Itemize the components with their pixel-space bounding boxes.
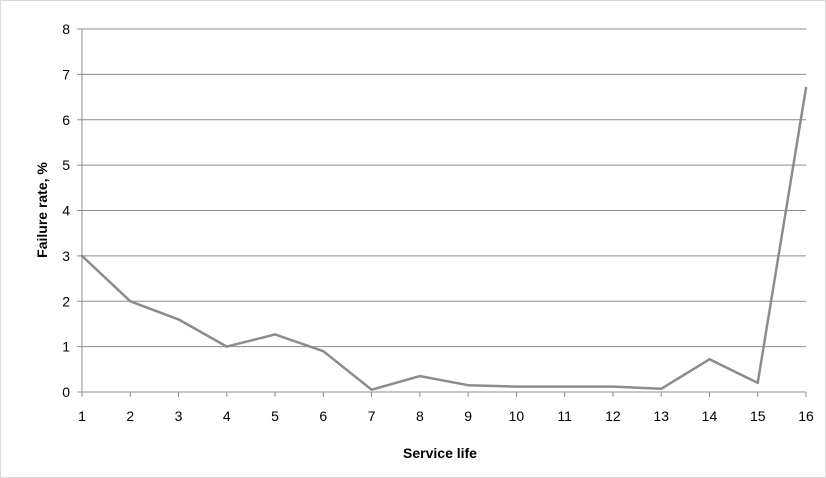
data-point (418, 374, 422, 378)
x-tick-label: 12 (605, 408, 621, 424)
data-point (466, 383, 470, 387)
x-tick-label: 13 (653, 408, 669, 424)
x-tick-label: 16 (798, 408, 814, 424)
x-axis-title: Service life (403, 445, 477, 461)
axes (77, 28, 807, 397)
data-point (804, 86, 808, 90)
y-tick-label: 5 (62, 157, 70, 173)
x-tick-label: 1 (78, 408, 86, 424)
data-point (660, 387, 663, 391)
data-point (611, 385, 615, 388)
data-point (370, 388, 373, 391)
y-tick-label: 7 (62, 66, 70, 82)
y-tick-label: 0 (62, 384, 70, 400)
y-tick-label: 2 (62, 293, 70, 309)
x-tick-label: 8 (416, 408, 424, 424)
x-tick-label: 15 (750, 408, 766, 424)
y-tick-label: 8 (62, 21, 70, 37)
x-tick-label: 6 (319, 408, 327, 424)
data-point (80, 254, 84, 258)
y-tick-label: 6 (62, 112, 70, 128)
data-point (225, 345, 228, 348)
x-tick-label: 3 (175, 408, 183, 424)
data-point (756, 381, 759, 385)
x-tick-label: 7 (368, 408, 376, 424)
y-tick-label: 1 (62, 339, 70, 355)
data-point (129, 300, 132, 303)
x-tick-label: 5 (271, 408, 279, 424)
x-tick-labels: 1 2 3 4 5 6 7 8 9 10 11 12 13 14 15 16 (78, 408, 814, 424)
y-axis-title: Failure rate, % (34, 162, 50, 258)
x-tick-label: 9 (464, 408, 472, 424)
data-point (177, 318, 180, 321)
x-tick-label: 11 (557, 408, 572, 424)
data-point (563, 385, 566, 388)
failure-rate-series-line (80, 86, 808, 391)
x-tick-label: 2 (126, 408, 134, 424)
data-point (708, 358, 711, 361)
x-tick-label: 10 (509, 408, 525, 424)
data-point (273, 333, 277, 336)
data-point (322, 349, 325, 353)
y-tick-labels: 0 1 2 3 4 5 6 7 8 (62, 21, 70, 400)
x-tick-label: 4 (223, 408, 231, 424)
series (80, 86, 808, 391)
data-point (515, 385, 518, 388)
y-tick-label: 4 (62, 203, 70, 219)
y-tick-label: 3 (62, 248, 70, 264)
gridlines (82, 28, 806, 348)
x-tick-label: 14 (702, 408, 718, 424)
